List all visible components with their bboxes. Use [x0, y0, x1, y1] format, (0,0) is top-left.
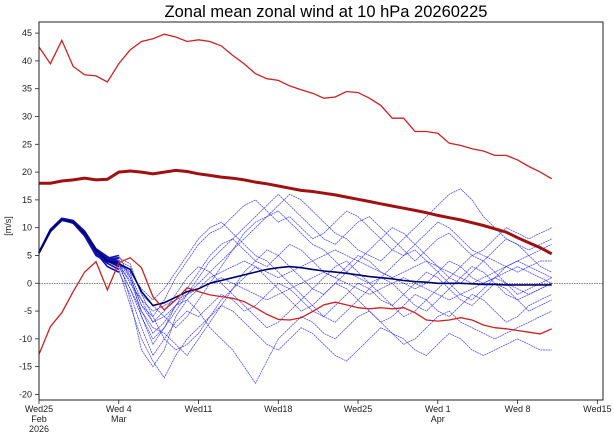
x-tick-label: Wed15 [583, 404, 611, 414]
ensemble-member-line [38, 217, 552, 329]
y-tick-label: -15 [19, 362, 32, 372]
y-tick-label: 20 [22, 167, 32, 177]
reference-line-lower [38, 256, 552, 355]
x-tick-label: Wed11 [185, 404, 213, 414]
plot-area: -20-15-10-5051015202530354045Wed25Feb202… [19, 21, 611, 434]
x-tick-label: Wed 1 [425, 404, 451, 414]
plot-frame [38, 21, 604, 401]
ensemble-member-line [38, 219, 552, 379]
x-tick-label: Wed18 [264, 404, 292, 414]
x-tick-label: Apr [431, 414, 445, 424]
x-tick-label: Wed25 [25, 404, 53, 414]
y-tick-label: 30 [22, 112, 32, 122]
ensemble-member-line [38, 218, 552, 334]
ensemble-member-line [38, 193, 552, 346]
y-tick-label: 25 [22, 139, 32, 149]
y-tick-label: 10 [22, 223, 32, 233]
x-tick-label: Wed 4 [106, 404, 132, 414]
reference-line-upper [38, 33, 553, 180]
x-tick-label: Mar [111, 414, 127, 424]
y-tick-label: -5 [24, 306, 32, 316]
y-tick-label: -20 [19, 389, 32, 399]
x-tick-label: Wed25 [344, 404, 372, 414]
ensemble-member-line [38, 210, 552, 340]
x-tick-label: Wed 8 [505, 404, 531, 414]
y-tick-label: 15 [22, 195, 32, 205]
chart-title: Zonal mean zonal wind at 10 hPa 20260225 [165, 3, 488, 21]
ensemble-member-line [38, 188, 552, 329]
ensemble-member-line [38, 218, 552, 323]
ensemble-member-line [38, 219, 552, 323]
ensemble-member-line [38, 218, 552, 357]
y-tick-label: -10 [19, 334, 32, 344]
y-axis-label: [m/s] [3, 216, 13, 236]
reference-line-mean [39, 168, 553, 256]
ensemble-member-line [38, 218, 552, 384]
ensemble-member-line [38, 220, 552, 357]
x-tick-label: Feb [31, 414, 47, 424]
ensemble-member-line [38, 218, 552, 351]
x-tick-label: 2026 [29, 424, 49, 434]
y-tick-label: 40 [22, 56, 32, 66]
ensemble-mean-line [38, 218, 552, 307]
y-tick-label: 0 [27, 278, 32, 288]
y-tick-label: 5 [27, 250, 32, 260]
y-tick-label: 35 [22, 84, 32, 94]
y-tick-label: 45 [22, 28, 32, 38]
ensemble-member-initial [38, 217, 120, 265]
